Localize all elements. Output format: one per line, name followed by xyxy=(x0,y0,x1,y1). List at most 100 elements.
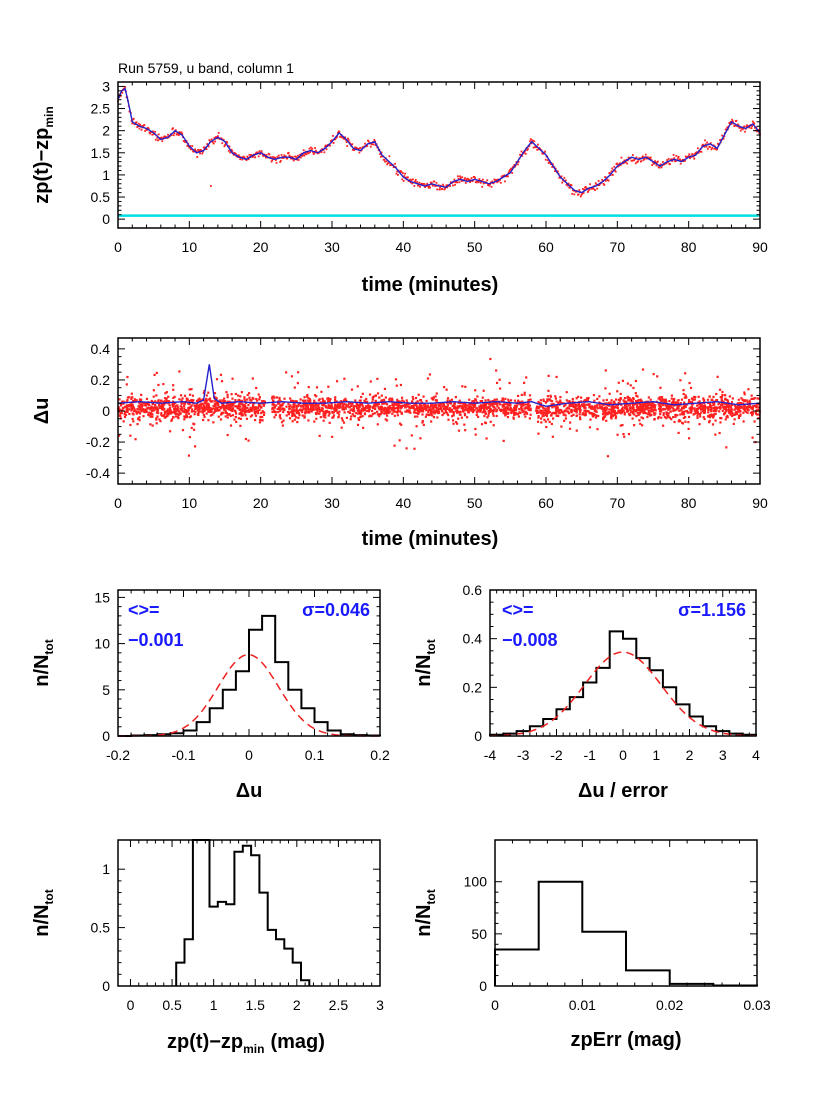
du-point xyxy=(220,413,223,416)
du-point xyxy=(719,395,722,399)
du-point xyxy=(559,399,562,402)
du-point xyxy=(349,418,352,421)
du-point xyxy=(303,416,306,419)
du-point xyxy=(582,413,585,416)
zp-point xyxy=(314,147,316,149)
du-point xyxy=(708,395,711,398)
du-point xyxy=(336,411,339,414)
du-point xyxy=(730,401,734,404)
du-point xyxy=(418,402,421,406)
du-point xyxy=(203,402,206,405)
du-point xyxy=(382,407,385,411)
du-point xyxy=(138,398,142,401)
zp-point xyxy=(557,170,559,173)
x-tick-label: 0 xyxy=(114,239,122,255)
du-point xyxy=(190,404,193,407)
zp-point xyxy=(565,183,568,186)
du-point xyxy=(519,406,523,409)
du-point xyxy=(521,400,524,403)
du-point xyxy=(652,373,655,376)
du-point xyxy=(169,409,172,412)
du-point xyxy=(408,405,411,409)
du-point xyxy=(436,416,439,419)
du-point xyxy=(454,396,457,399)
du-point xyxy=(696,411,700,414)
du-point xyxy=(689,386,693,390)
du-point xyxy=(620,409,623,412)
du-point xyxy=(319,401,323,404)
du-point xyxy=(230,404,233,407)
du-point xyxy=(196,402,199,405)
du-point xyxy=(545,414,549,418)
du-point xyxy=(718,388,722,391)
du-point xyxy=(258,418,262,421)
du-point xyxy=(568,399,571,403)
du-point xyxy=(417,412,420,415)
du-point xyxy=(575,397,578,400)
du-point xyxy=(331,416,334,419)
du-point xyxy=(440,409,443,412)
du-point xyxy=(148,411,151,414)
du-point xyxy=(390,409,393,412)
du-point xyxy=(357,407,360,410)
du-point xyxy=(724,418,727,421)
zp-point xyxy=(220,137,223,140)
zp-point xyxy=(439,186,441,189)
zp-point xyxy=(156,136,159,139)
du-point xyxy=(662,413,665,417)
du-point xyxy=(525,403,528,406)
du-point xyxy=(544,413,548,417)
du-point xyxy=(588,426,592,429)
zp-point xyxy=(281,157,284,159)
zp-point xyxy=(423,183,426,185)
du-point xyxy=(349,404,353,408)
zp-point xyxy=(757,128,760,131)
du-point xyxy=(466,408,469,411)
du-point xyxy=(173,411,177,414)
du-point xyxy=(292,410,295,414)
zp-point xyxy=(180,131,183,134)
zp-point xyxy=(271,159,274,162)
du-point xyxy=(733,418,736,421)
du-point xyxy=(424,403,427,406)
svg-text:n/Ntot: n/Ntot xyxy=(413,889,438,937)
zp-point xyxy=(582,192,585,194)
zp-point xyxy=(709,146,711,148)
du-point xyxy=(528,394,532,397)
du-point xyxy=(591,412,594,415)
du-point xyxy=(205,397,208,401)
du-point xyxy=(337,401,340,405)
du-point xyxy=(431,414,434,417)
du-point xyxy=(577,406,581,410)
du-point xyxy=(746,408,749,412)
du-point xyxy=(539,409,542,412)
du-point xyxy=(229,424,233,427)
du-point xyxy=(458,402,461,405)
histogram-bars xyxy=(175,839,311,986)
du-point xyxy=(383,408,386,411)
du-point xyxy=(426,377,430,380)
du-point xyxy=(393,407,396,410)
du-point xyxy=(589,418,592,421)
du-point xyxy=(395,410,398,413)
du-point xyxy=(623,396,626,400)
du-point xyxy=(143,410,146,413)
du-point xyxy=(405,447,408,450)
du-point xyxy=(672,409,675,412)
du-point xyxy=(528,404,532,407)
du-point xyxy=(238,408,241,412)
du-point xyxy=(750,397,753,401)
du-point xyxy=(158,418,161,421)
du-point xyxy=(646,415,649,419)
du-point xyxy=(361,392,364,395)
du-point xyxy=(237,394,240,397)
du-point xyxy=(423,404,426,407)
du-point xyxy=(694,395,697,399)
zp-point xyxy=(679,162,682,165)
du-point xyxy=(455,410,458,413)
du-point xyxy=(420,404,423,408)
du-point xyxy=(341,408,344,411)
du-point xyxy=(543,411,546,415)
du-point xyxy=(340,402,344,405)
